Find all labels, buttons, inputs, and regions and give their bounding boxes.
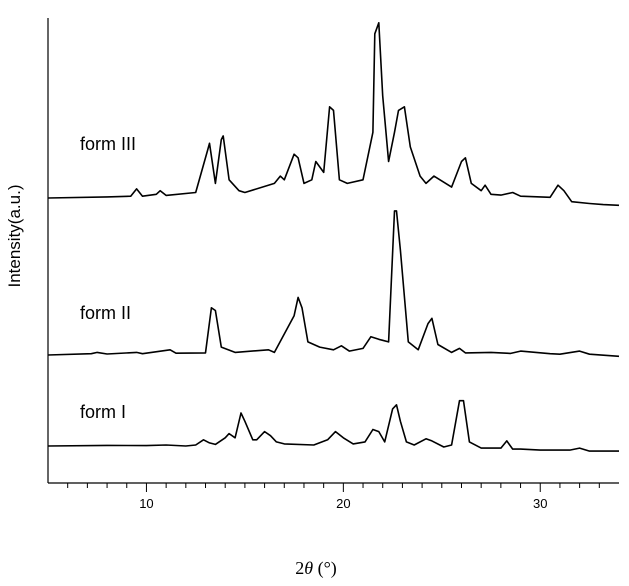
x-axis: 10 20 30 xyxy=(48,482,619,511)
series-label-form-ii: form II xyxy=(80,303,131,323)
x-axis-title-prefix: 2 xyxy=(295,558,304,578)
x-tick-label: 10 xyxy=(139,496,153,511)
trace-form-ii xyxy=(47,210,620,358)
trace-form-i xyxy=(47,399,619,452)
trace-form-iii xyxy=(47,22,620,207)
series-label-form-i: form I xyxy=(80,402,126,422)
x-axis-title-unit: (°) xyxy=(313,558,337,579)
x-tick-label: 30 xyxy=(533,496,547,511)
y-axis-title: Intensity(a.u.) xyxy=(5,185,24,288)
x-tick-label: 20 xyxy=(336,496,350,511)
series-labels: form III form II form I xyxy=(80,134,136,422)
x-axis-title-symbol: θ xyxy=(304,558,313,578)
x-axis-title: 2θ (°) xyxy=(295,558,337,579)
plot-traces xyxy=(47,22,620,452)
series-label-form-iii: form III xyxy=(80,134,136,154)
